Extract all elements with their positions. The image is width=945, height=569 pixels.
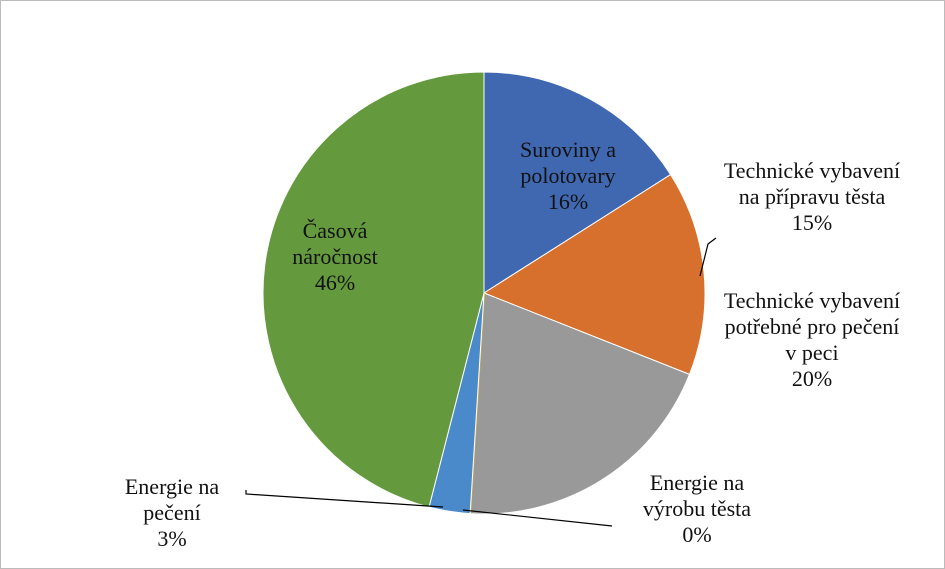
value-label: 16% [547,189,589,214]
data-label: Technické vybavení na přípravu těsta 15% [722,158,902,236]
data-label: Časová náročnost 46% [265,218,405,296]
pie-slice [483,71,672,294]
value-label: 3% [157,526,187,551]
category-label: Technické vybavení potřebné pro pečení v… [723,288,901,365]
category-label: Energie na pečení [124,474,220,525]
category-label: Časová náročnost [292,218,378,269]
pie-slice [469,292,691,515]
category-label: Energie na výrobu těsta [642,470,752,521]
data-label: Energie na výrobu těsta 0% [622,470,772,548]
pie-slice [262,71,485,508]
data-label: Suroviny a polotovary 16% [483,137,653,215]
value-label: 20% [791,366,833,391]
data-label: Technické vybavení potřebné pro pečení v… [722,288,902,392]
data-label: Energie na pečení 3% [97,474,247,552]
leader-line [462,509,613,527]
pie-slice [482,173,706,376]
category-label: Technické vybavení na přípravu těsta [723,158,901,209]
leader-line [245,490,444,508]
value-label: 46% [314,270,356,295]
leader-line [699,237,717,277]
value-label: 0% [682,522,712,547]
category-label: Suroviny a polotovary [520,137,616,188]
value-label: 15% [791,210,833,235]
